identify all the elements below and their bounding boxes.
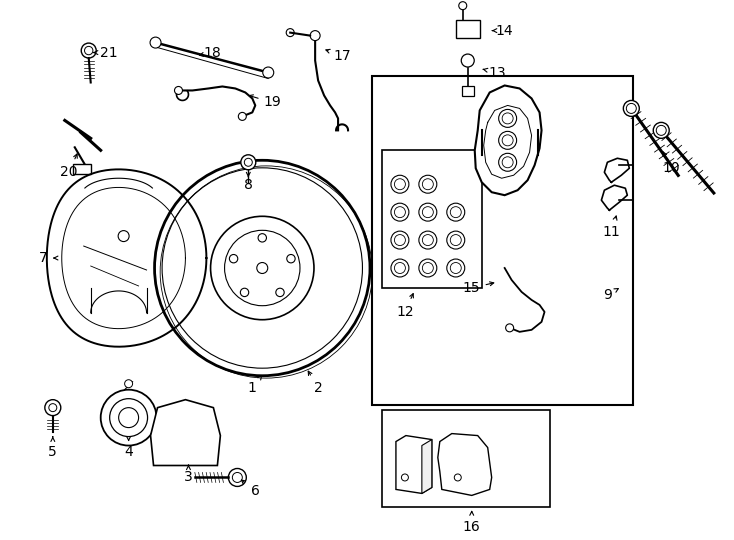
- Circle shape: [419, 231, 437, 249]
- Circle shape: [263, 67, 274, 78]
- Text: 6: 6: [251, 484, 260, 498]
- Circle shape: [391, 259, 409, 277]
- Circle shape: [118, 231, 129, 241]
- Text: 13: 13: [489, 65, 506, 79]
- Circle shape: [447, 231, 465, 249]
- Circle shape: [125, 380, 133, 388]
- Circle shape: [419, 203, 437, 221]
- Circle shape: [454, 474, 461, 481]
- Text: 9: 9: [603, 288, 612, 302]
- Polygon shape: [437, 434, 492, 495]
- Circle shape: [419, 259, 437, 277]
- Circle shape: [287, 254, 295, 263]
- Text: 17: 17: [333, 49, 351, 63]
- Text: 11: 11: [603, 225, 620, 239]
- Bar: [382, 410, 550, 508]
- Circle shape: [164, 416, 208, 460]
- Circle shape: [155, 160, 370, 376]
- Circle shape: [623, 100, 639, 117]
- Circle shape: [240, 288, 249, 296]
- Circle shape: [447, 259, 465, 277]
- Text: 8: 8: [244, 178, 252, 192]
- Circle shape: [202, 450, 213, 461]
- Circle shape: [241, 155, 255, 170]
- Bar: [382, 150, 482, 288]
- Bar: [73, 164, 91, 174]
- Polygon shape: [396, 436, 432, 494]
- Circle shape: [175, 86, 183, 94]
- Circle shape: [45, 400, 61, 416]
- Circle shape: [498, 131, 517, 150]
- Circle shape: [239, 112, 247, 120]
- Circle shape: [81, 43, 96, 58]
- Circle shape: [653, 123, 669, 138]
- Bar: [462, 86, 473, 97]
- Text: 14: 14: [496, 24, 514, 38]
- Circle shape: [401, 474, 408, 481]
- Circle shape: [211, 217, 314, 320]
- Circle shape: [101, 390, 156, 446]
- Text: 2: 2: [313, 381, 322, 395]
- Circle shape: [459, 2, 467, 10]
- Circle shape: [258, 234, 266, 242]
- Text: 15: 15: [463, 281, 481, 295]
- Circle shape: [257, 262, 268, 273]
- Text: 4: 4: [124, 444, 133, 458]
- Circle shape: [228, 469, 247, 487]
- Text: 18: 18: [203, 45, 221, 59]
- Bar: [456, 19, 480, 38]
- Text: 7: 7: [38, 251, 47, 265]
- Text: 10: 10: [662, 161, 680, 176]
- Text: 20: 20: [60, 165, 78, 179]
- Circle shape: [506, 324, 514, 332]
- Polygon shape: [475, 85, 542, 195]
- Circle shape: [391, 176, 409, 193]
- Text: 16: 16: [463, 521, 481, 535]
- Circle shape: [498, 110, 517, 127]
- Circle shape: [276, 288, 284, 296]
- Circle shape: [419, 176, 437, 193]
- Circle shape: [461, 54, 474, 67]
- Circle shape: [391, 203, 409, 221]
- Circle shape: [230, 254, 238, 263]
- Circle shape: [150, 37, 161, 48]
- Text: 12: 12: [396, 305, 414, 319]
- Circle shape: [498, 153, 517, 171]
- Text: 1: 1: [248, 381, 257, 395]
- Text: 5: 5: [48, 444, 57, 458]
- Circle shape: [447, 203, 465, 221]
- Circle shape: [391, 231, 409, 249]
- Text: 21: 21: [100, 45, 117, 59]
- Bar: [372, 76, 633, 404]
- Polygon shape: [422, 440, 432, 494]
- Circle shape: [310, 31, 320, 40]
- Circle shape: [158, 414, 169, 425]
- Text: 19: 19: [264, 96, 281, 110]
- Text: 3: 3: [184, 470, 193, 484]
- Circle shape: [202, 414, 213, 425]
- Polygon shape: [150, 400, 220, 465]
- Circle shape: [158, 450, 169, 461]
